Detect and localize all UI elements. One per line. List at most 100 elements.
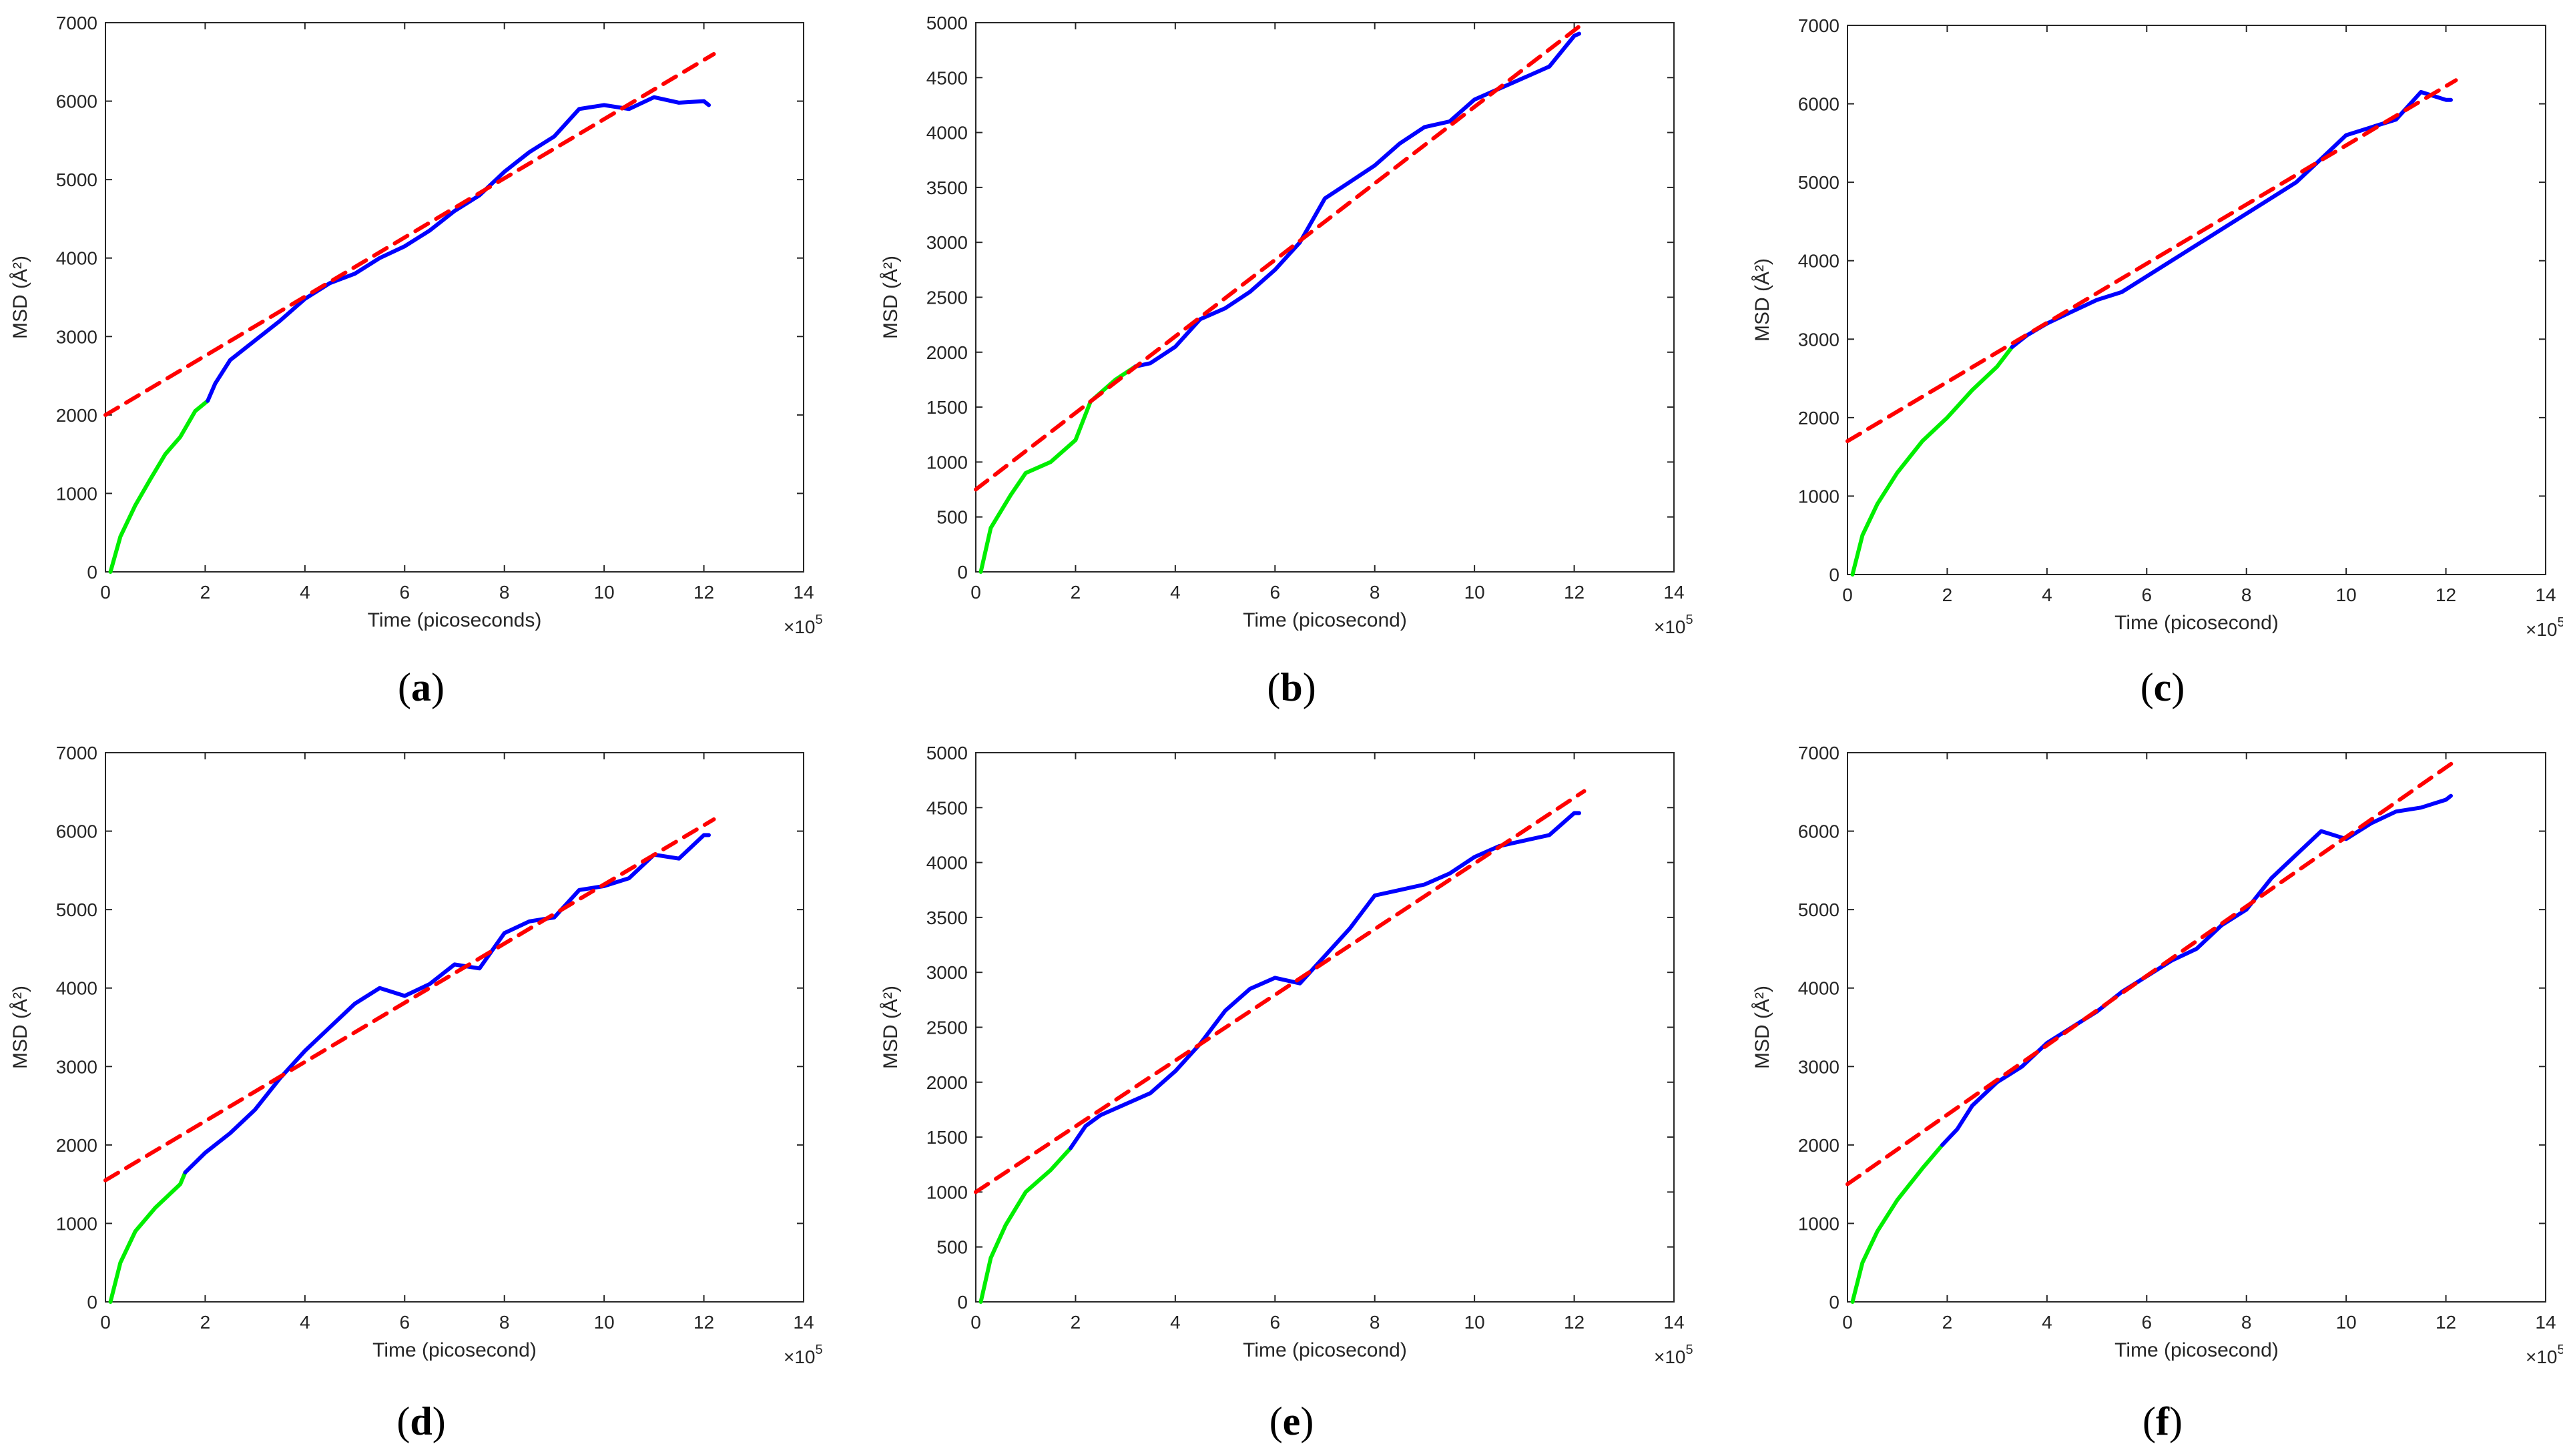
- y-tick-label: 4000: [926, 853, 968, 873]
- y-tick-label: 2000: [1798, 408, 1839, 428]
- y-tick-label: 1000: [926, 1182, 968, 1202]
- x-tick-label: 6: [399, 1312, 410, 1333]
- x-tick-label: 12: [2436, 1312, 2456, 1333]
- y-tick-label: 1500: [926, 1127, 968, 1148]
- x-tick-label: 6: [1269, 1312, 1280, 1333]
- panel-label-a: (a): [398, 665, 445, 709]
- plot-frame: [1847, 752, 2546, 1303]
- y-tick-label: 1000: [56, 483, 97, 504]
- x-tick-label: 4: [1170, 1312, 1181, 1333]
- x-axis-label: Time (picosecond): [372, 1339, 537, 1361]
- y-tick-label: 0: [87, 1292, 97, 1313]
- y-tick-label: 4500: [926, 67, 968, 88]
- x-tick-label: 8: [499, 1312, 510, 1333]
- y-tick-label: 6000: [56, 91, 97, 112]
- y-tick-label: 7000: [1798, 743, 1839, 763]
- y-tick-label: 4000: [926, 123, 968, 143]
- y-tick-label: 1000: [926, 452, 968, 472]
- series-initial: [1850, 1142, 1944, 1304]
- y-tick-label: 2000: [926, 1072, 968, 1093]
- chart-panel-f: 0 2 4 6 8 10 12 14 0 1000 2000 3000 4000 5000 6000 7000…: [1751, 743, 2563, 1443]
- y-tick-label: 3000: [926, 232, 968, 253]
- x-axis-exponent: ×105: [2526, 615, 2563, 640]
- y-tick-label: 2000: [1798, 1135, 1839, 1156]
- panel-label-e: (e): [1269, 1399, 1314, 1443]
- y-tick-label: 0: [957, 562, 968, 583]
- x-axis-label: Time (picoseconds): [368, 609, 542, 631]
- x-axis-label: Time (picosecond): [2114, 612, 2279, 634]
- x-tick-label: 2: [200, 1312, 211, 1333]
- x-tick-label: 0: [970, 1312, 981, 1333]
- panel-label-c: (c): [2141, 665, 2185, 709]
- x-axis-label: Time (picosecond): [2114, 1339, 2279, 1361]
- panel-label-d: (d): [396, 1399, 445, 1443]
- x-tick-label: 8: [499, 582, 510, 603]
- y-axis-label: MSD (Å²): [9, 986, 31, 1069]
- series-linear-fit: [1845, 78, 2458, 444]
- x-tick-label: 8: [1370, 582, 1380, 603]
- series-linear-fit: [103, 52, 716, 417]
- y-tick-label: 0: [1829, 1292, 1839, 1313]
- y-tick-label: 5000: [1798, 899, 1839, 920]
- x-tick-label: 12: [693, 582, 714, 603]
- y-tick-label: 2500: [926, 1018, 968, 1038]
- x-tick-label: 0: [100, 582, 111, 603]
- x-tick-label: 4: [1170, 582, 1181, 603]
- y-tick-label: 3000: [1798, 329, 1839, 350]
- y-tick-label: 0: [87, 562, 97, 583]
- series-linear-fit: [103, 817, 716, 1182]
- y-tick-label: 4000: [56, 978, 97, 999]
- x-tick-label: 14: [793, 582, 814, 603]
- y-tick-label: 3000: [56, 1056, 97, 1077]
- plot-frame: [975, 752, 1675, 1303]
- series-msd: [183, 833, 711, 1174]
- plot-frame: [105, 22, 804, 573]
- x-axis-exponent: ×105: [784, 1343, 823, 1367]
- x-tick-label: 2: [1071, 582, 1081, 603]
- panel-label-b: (b): [1267, 665, 1316, 709]
- x-tick-label: 4: [300, 1312, 310, 1333]
- y-tick-label: 2000: [926, 342, 968, 363]
- y-tick-label: 7000: [56, 743, 97, 763]
- x-tick-label: 0: [1842, 1312, 1853, 1333]
- y-tick-label: 1500: [926, 397, 968, 418]
- y-tick-label: 500: [936, 1237, 968, 1258]
- chart-panel-a: 0 2 4 6 8 10 12 14 0 1000 2000 3000 4000 5000 6000 7000…: [9, 13, 823, 709]
- y-tick-label: 5000: [56, 169, 97, 190]
- chart-panel-e: 0 2 4 6 8 10 12 14 0 500 1000 1500 2000 2500 3000 3500 4…: [880, 743, 1693, 1443]
- x-tick-label: 14: [2535, 1312, 2556, 1333]
- y-tick-label: 4000: [56, 248, 97, 269]
- series-msd: [1133, 31, 1581, 369]
- y-tick-label: 5000: [56, 899, 97, 920]
- x-tick-label: 10: [594, 582, 615, 603]
- x-tick-label: 14: [793, 1312, 814, 1333]
- series-linear-fit: [974, 789, 1587, 1194]
- y-tick-label: 4000: [1798, 978, 1839, 999]
- y-tick-label: 3000: [926, 962, 968, 983]
- series-linear-fit: [1845, 758, 2458, 1186]
- x-axis-exponent: ×105: [2526, 1343, 2563, 1367]
- x-tick-label: 6: [2141, 1312, 2152, 1333]
- y-tick-label: 6000: [56, 821, 97, 842]
- x-tick-label: 0: [970, 582, 981, 603]
- x-tick-label: 6: [1269, 582, 1280, 603]
- chart-panel-d: 0 2 4 6 8 10 12 14 0 1000 2000 3000 4000 5000 6000 7000…: [9, 743, 823, 1443]
- y-tick-label: 4500: [926, 797, 968, 818]
- x-tick-label: 12: [1564, 1312, 1585, 1333]
- y-tick-label: 6000: [1798, 821, 1839, 842]
- x-tick-label: 10: [2336, 585, 2357, 605]
- x-tick-label: 8: [2241, 585, 2252, 605]
- x-tick-label: 6: [399, 582, 410, 603]
- series-initial: [108, 398, 210, 574]
- x-axis-exponent: ×105: [784, 613, 823, 637]
- y-tick-label: 1000: [56, 1213, 97, 1234]
- chart-panel-b: 0 2 4 6 8 10 12 14 0 500 1000 1500 2000 2500 3000 3500 4…: [880, 13, 1693, 709]
- y-axis-label: MSD (Å²): [880, 986, 902, 1069]
- y-tick-label: 3500: [926, 177, 968, 198]
- y-tick-label: 500: [936, 507, 968, 528]
- y-tick-label: 3000: [56, 326, 97, 347]
- x-tick-label: 12: [693, 1312, 714, 1333]
- x-tick-label: 10: [2336, 1312, 2357, 1333]
- y-axis-label: MSD (Å²): [1751, 986, 1773, 1069]
- x-axis-label: Time (picosecond): [1243, 609, 1407, 631]
